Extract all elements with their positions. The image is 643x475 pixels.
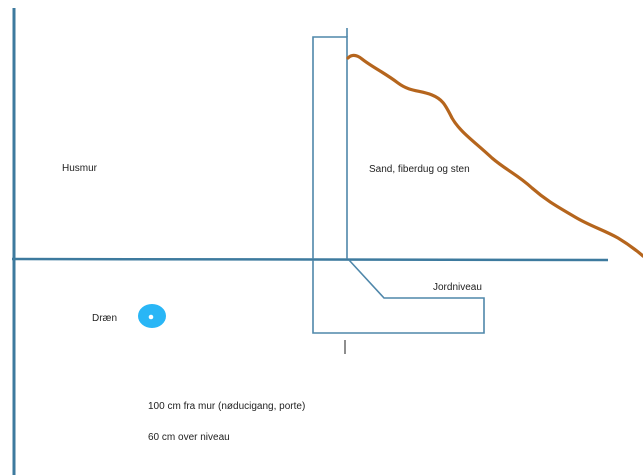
fill-material-label: Sand, fiberdug og sten	[369, 164, 470, 175]
distance-note: 100 cm fra mur (nøducigang, porte)	[148, 401, 306, 412]
ground-level-line	[11, 257, 609, 262]
ground-level-label: Jordniveau	[433, 282, 482, 293]
retaining-wall-stem	[312, 36, 348, 259]
drain-pipe-hole	[148, 314, 154, 320]
retaining-wall-footing	[312, 259, 485, 334]
house-wall-label: Husmur	[62, 163, 98, 174]
height-note: 60 cm over niveau	[148, 432, 230, 443]
drain-label: Dræn	[92, 313, 118, 324]
terrain-slope-line	[346, 53, 643, 258]
